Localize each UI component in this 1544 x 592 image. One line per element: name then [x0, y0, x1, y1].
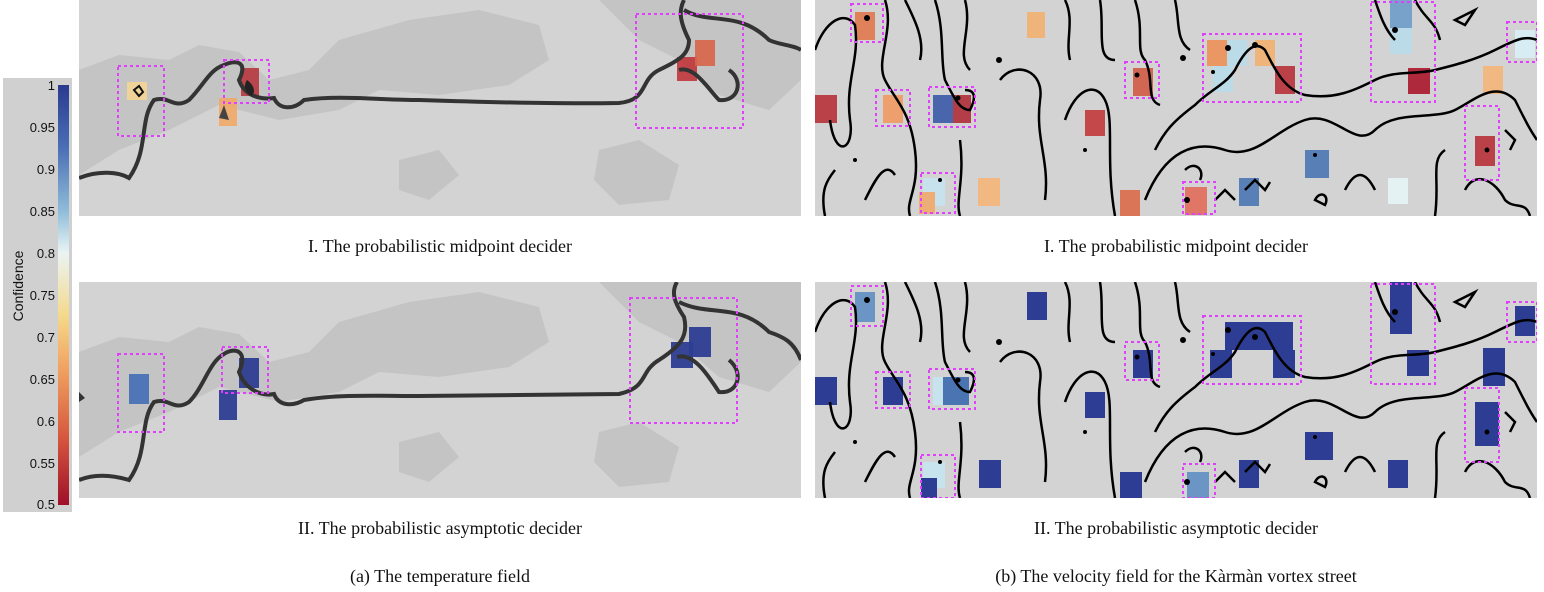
land-mass [79, 292, 549, 457]
colorbar-tick: 0.6 [36, 414, 55, 429]
contour-line [79, 282, 688, 483]
contour-line [678, 300, 801, 361]
highlight-box [117, 353, 165, 433]
confidence-cell [689, 327, 711, 357]
velocity-asymptotic-caption: II. The probabilistic asymptotic decider [1033, 518, 1319, 538]
colorbar-tick: 0.55 [29, 456, 55, 471]
temperature-midpoint-caption: I. The probabilistic midpoint decider [307, 236, 573, 256]
highlight-boxes [850, 283, 1537, 498]
confidence-cell [219, 390, 237, 420]
confidence-cell [1388, 178, 1408, 204]
highlight-box [117, 65, 165, 137]
contour-line [682, 8, 801, 52]
confidence-cell [855, 12, 875, 40]
temperature-midpoint-panel [79, 0, 801, 216]
temperature-asymptotic-caption: II. The probabilistic asymptotic decider [297, 518, 583, 538]
contour-dots [853, 297, 1490, 485]
colorbar-tick: 0.5 [36, 497, 55, 512]
contour-line [678, 67, 740, 103]
confidence-cell [219, 98, 237, 126]
land-mass [79, 10, 549, 175]
velocity-asymptotic-panel [815, 282, 1537, 498]
highlight-box [629, 297, 738, 424]
confidence-cell [883, 95, 903, 123]
confidence-cell [1085, 110, 1105, 136]
confidence-cell [1185, 187, 1207, 215]
contour-line [79, 0, 692, 181]
temperature-asymptotic-panel [79, 282, 801, 498]
confidence-cell [1305, 150, 1329, 178]
confidence-cell [695, 40, 715, 66]
confidence-cell [933, 95, 953, 123]
contour-line [132, 84, 145, 98]
highlight-box [635, 13, 744, 129]
confidence-cell [127, 82, 147, 100]
confidence-cell [1027, 12, 1045, 38]
confidence-cell [1207, 40, 1227, 66]
contour-dots [853, 15, 1490, 203]
colorbar-tick: 0.7 [36, 330, 55, 345]
confidence-cell [1408, 68, 1430, 94]
confidence-cell [129, 374, 149, 404]
confidence-cell [1120, 190, 1140, 216]
velocity-midpoint-caption: I. The probabilistic midpoint decider [1043, 236, 1309, 256]
confidence-cell [1239, 178, 1259, 206]
confidence-cell [1390, 0, 1412, 28]
confidence-cell [1483, 66, 1503, 94]
contour-line [219, 105, 229, 120]
land-mass [594, 422, 679, 487]
highlight-boxes [850, 1, 1537, 215]
contour-line [79, 392, 85, 402]
confidence-cell [1390, 28, 1412, 54]
contour-line [244, 80, 254, 96]
colorbar-tick: 0.75 [29, 288, 55, 303]
confidence-cell [815, 95, 837, 123]
highlight-box [223, 59, 270, 104]
colorbar-gradient [58, 85, 69, 505]
colorbar: Confidence 1 0.95 0.9 0.85 0.8 0.75 0.7 … [3, 78, 72, 512]
contour-lines [815, 0, 1537, 216]
land-mass [399, 432, 459, 482]
colorbar-tick: 0.95 [29, 120, 55, 135]
colorbar-tick: 0.8 [36, 246, 55, 261]
land-mass [399, 150, 459, 200]
subfigure-b-caption: (b) The velocity field for the Kàrmàn vo… [995, 566, 1357, 586]
subfigure-a-caption: (a) The temperature field [349, 566, 531, 586]
velocity-midpoint-panel [815, 0, 1537, 216]
land-mass [594, 140, 679, 205]
colorbar-tick: 0.65 [29, 372, 55, 387]
colorbar-tick: 0.9 [36, 162, 55, 177]
colorbar-tick: 1 [47, 78, 55, 93]
colorbar-tick: 0.85 [29, 204, 55, 219]
confidence-cell [919, 192, 935, 214]
confidence-cell [1515, 30, 1535, 58]
confidence-cell [978, 178, 1000, 206]
highlight-box [221, 346, 269, 394]
